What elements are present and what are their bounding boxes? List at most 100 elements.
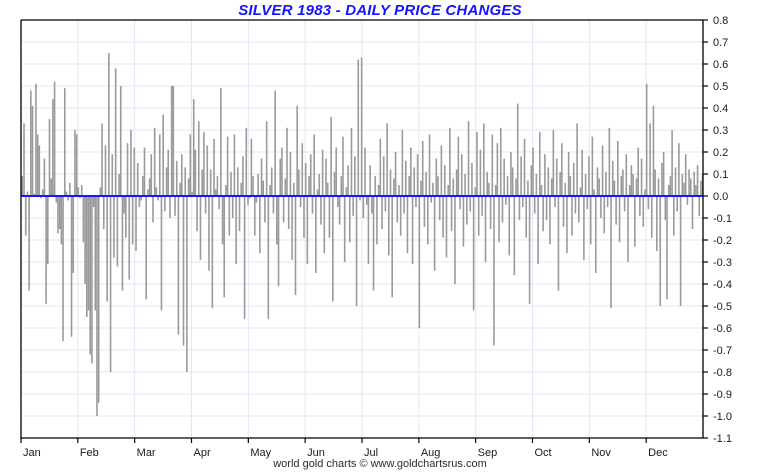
bar xyxy=(630,165,633,196)
bar xyxy=(391,196,393,298)
bar xyxy=(396,196,399,223)
bar xyxy=(379,138,382,196)
bar xyxy=(627,196,629,262)
bar xyxy=(108,53,110,196)
bar xyxy=(603,196,606,234)
bar xyxy=(406,196,409,254)
bar xyxy=(398,185,400,196)
bar xyxy=(442,196,444,238)
bar xyxy=(74,130,76,196)
bar xyxy=(481,196,483,216)
bar xyxy=(197,121,200,196)
bar xyxy=(325,158,327,196)
bar xyxy=(158,134,161,196)
bar xyxy=(464,174,466,196)
bar xyxy=(177,196,180,335)
bar xyxy=(148,178,151,196)
bar xyxy=(220,88,222,196)
bar xyxy=(471,163,473,196)
bar xyxy=(447,185,449,196)
bar xyxy=(179,182,181,196)
bar xyxy=(111,154,114,196)
bar xyxy=(114,68,117,196)
x-tick-label-sep: Sep xyxy=(478,447,498,459)
bar xyxy=(245,127,248,196)
bar xyxy=(428,134,431,196)
bar xyxy=(620,176,623,196)
bar xyxy=(410,147,412,196)
bar xyxy=(292,182,295,196)
bar xyxy=(189,134,192,196)
bar xyxy=(145,196,147,300)
bar xyxy=(617,141,619,196)
bar xyxy=(265,121,268,196)
bar xyxy=(589,196,592,245)
y-tick-label: 0.1 xyxy=(713,169,728,181)
bar xyxy=(36,134,39,196)
bar xyxy=(676,196,679,212)
bar xyxy=(269,185,271,196)
bar xyxy=(372,196,375,291)
bar xyxy=(259,196,261,254)
bar xyxy=(578,196,580,223)
bar xyxy=(136,163,139,196)
bar xyxy=(581,149,583,196)
bar xyxy=(408,176,410,196)
bar xyxy=(494,185,497,196)
bar xyxy=(79,196,81,199)
bar xyxy=(477,196,480,236)
bar xyxy=(583,196,585,260)
bar xyxy=(28,196,30,291)
bar xyxy=(576,123,578,196)
bar xyxy=(45,196,47,304)
bar xyxy=(313,134,315,196)
bar xyxy=(564,182,567,196)
bar xyxy=(679,196,682,306)
bar xyxy=(138,196,141,207)
bar xyxy=(381,196,383,229)
bar xyxy=(286,127,288,196)
bar xyxy=(693,171,695,196)
bar xyxy=(571,196,573,236)
bar xyxy=(449,127,451,196)
bar xyxy=(382,156,385,196)
bar xyxy=(404,160,407,196)
bar xyxy=(588,156,590,196)
bar xyxy=(296,105,298,196)
bar xyxy=(652,105,655,196)
x-tick-label-aug: Aug xyxy=(421,447,441,459)
y-tick-label: -0.3 xyxy=(713,257,732,269)
bar xyxy=(462,196,465,247)
bar xyxy=(94,196,97,311)
bar xyxy=(696,165,699,196)
bar xyxy=(561,143,563,196)
bar xyxy=(642,196,645,227)
bar xyxy=(140,196,142,201)
bar xyxy=(67,196,69,201)
bar xyxy=(486,171,488,196)
bar xyxy=(647,196,650,210)
bar xyxy=(488,182,490,196)
bar xyxy=(416,154,419,196)
bar xyxy=(342,136,344,196)
bar xyxy=(618,196,621,243)
y-tick-label: -0.2 xyxy=(713,235,732,247)
bar xyxy=(656,196,658,251)
bar xyxy=(549,196,551,245)
bar xyxy=(147,189,149,196)
bar xyxy=(116,196,119,267)
bar xyxy=(695,185,697,196)
bar xyxy=(267,196,270,320)
bar xyxy=(284,178,287,196)
bar xyxy=(62,196,64,342)
bar xyxy=(106,196,108,302)
bar xyxy=(635,178,638,196)
bar xyxy=(518,196,521,221)
bar xyxy=(101,123,103,196)
bar xyxy=(591,136,594,196)
bar xyxy=(40,196,42,199)
y-tick-label: 0.8 xyxy=(713,15,728,27)
bar xyxy=(367,196,370,265)
bar xyxy=(535,174,538,196)
